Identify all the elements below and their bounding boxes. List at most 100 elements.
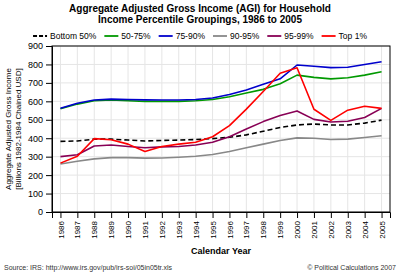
legend-label: Top 1% [339,31,368,41]
y-axis-line [46,47,53,213]
x-tick-mark [94,212,95,218]
legend: Bottom 50%50-75%75-90%90-95%95-99%Top 1% [33,31,367,41]
x-tick: 2002 [327,212,336,239]
x-axis: 1986198719881989199019911992199319941995… [53,212,391,239]
y-tick: 0 [38,207,52,217]
x-tick: 2003 [344,212,353,239]
x-tick-mark [196,212,197,218]
y-tick-label: 100 [28,189,43,199]
grid-line-x [229,46,230,212]
x-tick-label: 1996 [226,220,235,238]
grid-line-y [52,82,390,83]
grid-line-x [111,46,112,212]
x-tick-mark [297,212,298,218]
x-tick-label: 1991 [141,220,150,238]
x-tick: 1988 [90,212,99,239]
x-tick-label: 2004 [361,220,370,238]
x-tick: 2005 [378,212,387,239]
y-tick: 100 [28,189,52,199]
x-tick-mark [213,212,214,218]
x-tick-mark [382,212,383,218]
grid-line-y [52,193,390,194]
y-tick-mark [46,175,52,176]
y-tick-mark [46,120,52,121]
annotation: © Political Calculations 2007 [307,264,396,271]
grid-line-y [52,156,390,157]
grid-line-x [263,46,264,212]
x-tick: 1996 [226,212,235,239]
x-tick-label: 1997 [242,220,251,238]
x-tick: 1993 [175,212,184,239]
legend-swatch [104,35,118,37]
x-tick-mark [145,212,146,218]
legend-swatch [322,35,336,37]
x-tick: 1998 [259,212,268,239]
grid-line-y [52,64,390,65]
legend-swatch [267,35,281,37]
x-tick: 1986 [57,212,66,239]
x-tick-mark [365,212,366,218]
y-tick-mark [46,101,52,102]
x-tick: 2000 [293,212,302,239]
x-tick: 1990 [124,212,133,239]
legend-item: Bottom 50% [33,31,97,41]
annotation: Source: IRS: http://www.irs.gov/pub/irs-… [4,264,173,272]
x-tick: 1999 [276,212,285,239]
y-tick-mark [46,46,52,47]
x-tick-mark [111,212,112,218]
x-tick: 1987 [73,212,82,239]
x-tick-label: 1998 [259,220,268,238]
plot-area [60,62,381,164]
legend-item: 50-75% [104,31,151,41]
y-tick: 900 [28,41,52,51]
grid-line-y [52,175,390,176]
grid-line-x [60,46,61,212]
x-tick-label: 1995 [209,220,218,238]
x-tick-label: 1994 [192,220,201,238]
x-tick-label: 1989 [107,220,116,238]
x-tick: 1997 [242,212,251,239]
y-axis: 0100200300400500600700800900 [28,41,53,217]
grid-line-y [52,119,390,120]
grid-line-x [381,46,382,212]
y-tick-mark [46,194,52,195]
y-tick: 300 [28,152,52,162]
y-tick-mark [46,64,52,65]
legend-label: 95-99% [284,31,314,41]
grid-line-x [280,46,281,212]
y-tick: 400 [28,134,52,144]
grid-line-x [313,46,314,212]
x-tick-mark [348,212,349,218]
grid-line-x [144,46,145,212]
y-tick-label: 500 [28,115,43,125]
x-tick-mark [128,212,129,218]
y-tick: 700 [28,78,52,88]
x-tick-mark [280,212,281,218]
x-tick-mark [77,212,78,218]
x-tick-label: 2000 [293,220,302,238]
x-tick-label: 2002 [327,220,336,238]
legend-label: 50-75% [121,31,151,41]
y-tick-label: 200 [28,170,43,180]
grid-line-x [77,46,78,212]
x-tick: 1991 [141,212,150,239]
legend-item: 95-99% [267,31,314,41]
x-tick-label: 1988 [90,220,99,238]
legend-label: 90-95% [230,31,260,41]
x-tick: 2001 [310,212,319,239]
x-axis-line [53,213,391,219]
y-tick: 200 [28,170,52,180]
x-tick: 2004 [361,212,370,239]
chart: 1986198719881989199019911992199319941995… [0,0,400,274]
grid-line-x [94,46,95,212]
y-tick: 500 [28,115,52,125]
x-tick: 1989 [107,212,116,239]
y-tick: 800 [28,60,52,70]
legend-label: Bottom 50% [50,31,97,41]
series-line [60,62,381,108]
grid-line-x [128,46,129,212]
grid-line-x [212,46,213,212]
x-tick-label: 1987 [73,220,82,238]
y-tick-mark [46,157,52,158]
series-line [60,68,381,163]
